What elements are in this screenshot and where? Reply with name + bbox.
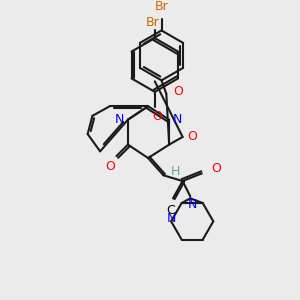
Text: N: N — [188, 198, 197, 211]
Text: O: O — [212, 162, 221, 175]
Text: Br: Br — [146, 16, 160, 28]
Text: O: O — [106, 160, 116, 173]
Text: O: O — [188, 130, 197, 143]
Text: C: C — [167, 204, 176, 217]
Text: O: O — [152, 110, 162, 123]
Text: O: O — [173, 85, 183, 98]
Text: N: N — [167, 212, 176, 225]
Text: H: H — [171, 165, 181, 178]
Text: Br: Br — [154, 0, 168, 13]
Text: N: N — [173, 113, 182, 126]
Text: N: N — [115, 113, 124, 126]
